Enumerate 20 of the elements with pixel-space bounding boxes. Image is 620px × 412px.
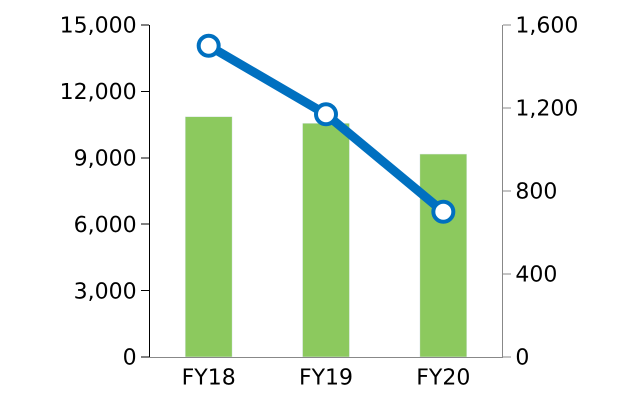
y-tick-label: 6,000 <box>74 212 137 238</box>
bar <box>302 123 350 357</box>
bar <box>184 116 232 357</box>
x-tick-label: FY19 <box>298 365 354 390</box>
y-tick-label: 9,000 <box>74 146 137 172</box>
y-tick-label: 0 <box>122 346 137 371</box>
point <box>314 102 338 126</box>
y2-tick-label: 1,600 <box>515 14 578 39</box>
y2-tick-label: 0 <box>515 346 530 371</box>
x-tick-label: FY18 <box>182 365 236 390</box>
point <box>431 200 456 224</box>
y2-tick-label: 400 <box>515 262 558 288</box>
y2-tick-label: 800 <box>515 180 558 205</box>
y-tick-label: 15,000 <box>60 14 137 39</box>
y2-tick-label: 1,200 <box>515 96 578 122</box>
y-tick-label: 3,000 <box>74 279 137 304</box>
point <box>196 34 221 58</box>
y-tick-label: 12,000 <box>60 80 137 106</box>
bar <box>420 154 468 357</box>
x-tick-label: FY20 <box>416 365 470 390</box>
